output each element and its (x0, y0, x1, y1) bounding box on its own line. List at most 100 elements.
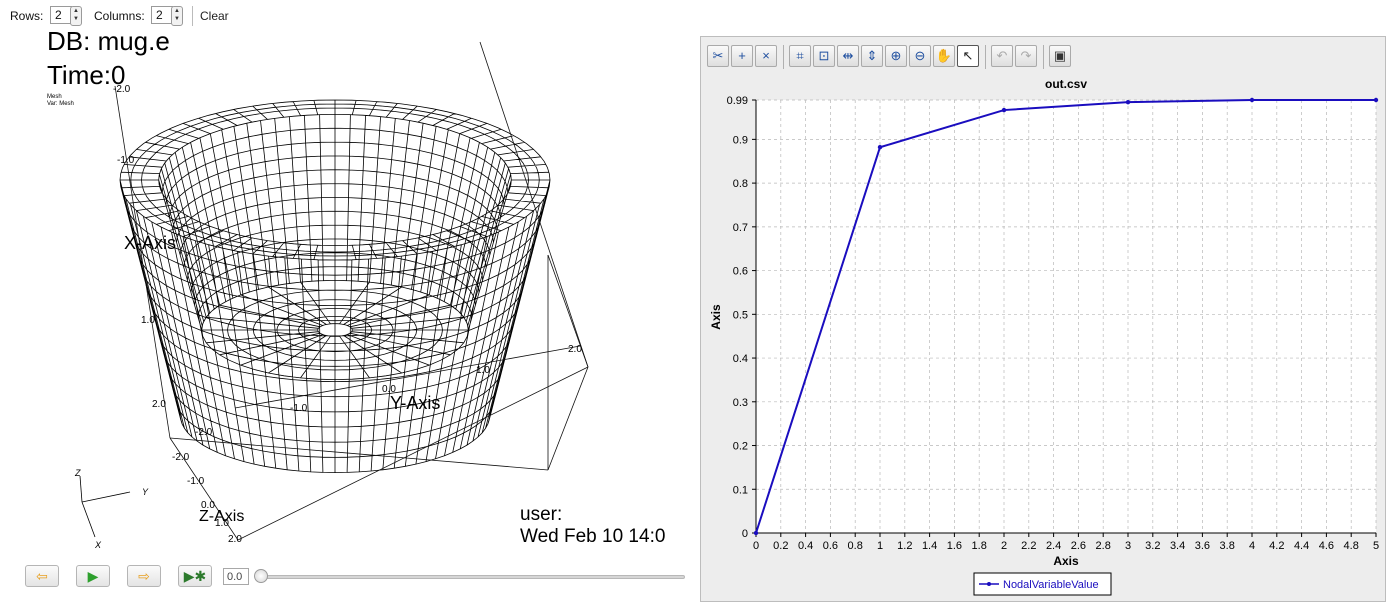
legend-mesh-label: Mesh (47, 94, 62, 100)
clear-button[interactable]: Clear (200, 9, 229, 23)
x-tick-label: 1 (877, 540, 883, 552)
x-tick-label: 2.4 (1046, 540, 1061, 552)
x-tick-label: 0.2 (773, 540, 788, 552)
data-point (1373, 97, 1379, 103)
bounding-box (114, 41, 589, 541)
x-tick-label: 4.8 (1344, 540, 1359, 552)
axis-tick-labels: -2.0 -1.0 1.0 2.0 -2.0 -1.0 0.0 1.0 2.0 … (113, 84, 582, 545)
x-tick-label: 3.8 (1220, 540, 1235, 552)
pan-hand-icon[interactable]: ✋ (933, 45, 955, 67)
legend-series-name: NodalVariableValue (1003, 579, 1099, 591)
zoom-in-icon[interactable]: ⊕ (885, 45, 907, 67)
x-tick-label: 3 (1125, 540, 1131, 552)
y-tick-label: 0 (742, 528, 748, 540)
tick-label: 1.0 (215, 518, 229, 529)
x-tick-label: 1.2 (897, 540, 912, 552)
time-title: Time:0 (47, 60, 126, 90)
time-value-field[interactable]: 0.0 (223, 568, 249, 585)
y-axis-label: Axis (709, 304, 723, 330)
x-axis-title: X-Axis (124, 233, 176, 253)
series-group (753, 97, 1379, 536)
undo-icon[interactable]: ↶ (991, 45, 1013, 67)
x-tick-label: 3.2 (1145, 540, 1160, 552)
columns-stepper-icon[interactable]: ▲ ▼ (171, 6, 183, 26)
toolbar-divider (192, 6, 193, 26)
reset-view-icon[interactable]: ⌗ (789, 45, 811, 67)
tick-label: 2.0 (228, 534, 242, 545)
rows-spinbox[interactable]: 2 ▲ ▼ (50, 6, 82, 26)
tick-label: -2.0 (195, 427, 213, 438)
y-tick-label: 0.3 (733, 397, 748, 409)
y-tick-label: 0.99 (727, 95, 748, 107)
curve-plot-window: ✂ + × ⌗ ⊡ ⇹ ⇕ ⊕ ⊖ ✋ ↖ ↶ ↷ ▣ 0 0.2 0.4 0.6 0.… (700, 36, 1386, 602)
rows-stepper-icon[interactable]: ▲ ▼ (70, 6, 82, 26)
tick-label: -1.0 (117, 155, 135, 166)
toolbar-divider (1043, 45, 1044, 69)
triad-z-label: Z (74, 468, 81, 478)
columns-spinbox[interactable]: 2 ▲ ▼ (151, 6, 183, 26)
remove-point-icon[interactable]: × (755, 45, 777, 67)
tick-label: 1.0 (141, 315, 155, 326)
x-tick-label: 2.6 (1071, 540, 1086, 552)
y-tick-label: 0.1 (733, 484, 748, 496)
data-point (753, 530, 759, 536)
time-slider-handle[interactable] (254, 569, 268, 583)
data-point (1249, 97, 1255, 103)
x-tick-label: 2.8 (1096, 540, 1111, 552)
toolbar-divider (783, 45, 784, 69)
data-point (1125, 99, 1131, 105)
date-label: Wed Feb 10 14:0 (520, 526, 665, 547)
triad-x-label: X (94, 540, 102, 550)
pointer-icon[interactable]: ↖ (957, 45, 979, 67)
user-label: user: (520, 504, 562, 525)
tick-label: -1.0 (290, 403, 308, 414)
x-tick-label: 5 (1373, 540, 1379, 552)
rows-label: Rows: (10, 9, 44, 23)
legend-var-label: Var: Mesh (47, 101, 74, 107)
zoom-box-icon[interactable]: ⊡ (813, 45, 835, 67)
tick-label: 2.0 (152, 399, 166, 410)
animation-settings-icon[interactable]: ▶✱ (178, 565, 212, 587)
add-point-icon[interactable]: + (731, 45, 753, 67)
legend-point-marker (987, 582, 991, 586)
curve-chart[interactable]: 0 0.2 0.4 0.6 0.8 1 1.2 1.4 1.6 1.8 2 2.2 2.4 2.6 2.8 3… (701, 37, 1385, 601)
y-tick-label: 0.4 (733, 353, 748, 365)
triad-y-label: Y (142, 487, 149, 497)
play-icon[interactable]: ▶ (76, 565, 110, 587)
columns-value: 2 (156, 8, 163, 22)
axes-triad (79, 475, 131, 538)
y-tick-label: 0.7 (733, 222, 748, 234)
tick-label: -1.0 (187, 476, 205, 487)
redo-icon[interactable]: ↷ (1015, 45, 1037, 67)
x-tick-label: 0.8 (848, 540, 863, 552)
time-slider-track[interactable] (260, 575, 685, 579)
step-back-icon[interactable]: ⇦ (25, 565, 59, 587)
y-axis-ticks: 0 0.1 0.2 0.3 0.4 0.5 0.6 0.7 0.8 0.9 0.99 (727, 95, 756, 540)
tick-label: -2.0 (113, 84, 131, 95)
x-tick-label: 4.2 (1269, 540, 1284, 552)
tick-label: 2.0 (568, 344, 582, 355)
x-tick-label: 2.2 (1021, 540, 1036, 552)
step-forward-icon[interactable]: ⇨ (127, 565, 161, 587)
y-tick-label: 0.2 (733, 441, 748, 453)
animation-controls: ⇦ ▶ ⇨ ▶✱ 0.0 (0, 560, 700, 600)
tick-label: 1.0 (476, 365, 490, 376)
rows-value: 2 (55, 8, 62, 22)
tick-label: 0.0 (382, 384, 396, 395)
expand-vertical-icon[interactable]: ⇕ (861, 45, 883, 67)
mesh-visualization-window[interactable]: DB: mug.e Time:0 Mesh Var: Mesh X-Axis Y… (0, 30, 700, 558)
x-tick-label: 3.6 (1195, 540, 1210, 552)
x-tick-label: 1.6 (947, 540, 962, 552)
zoom-out-icon[interactable]: ⊖ (909, 45, 931, 67)
y-axis-title: Y-Axis (390, 393, 440, 413)
plot-gridlines (756, 99, 1377, 533)
y-tick-label: 0.8 (733, 178, 748, 190)
y-tick-label: 0.5 (733, 309, 748, 321)
x-tick-label: 4.4 (1294, 540, 1309, 552)
data-point (1001, 107, 1007, 113)
y-tick-label: 0.9 (733, 134, 748, 146)
x-tick-label: 2 (1001, 540, 1007, 552)
expand-horizontal-icon[interactable]: ⇹ (837, 45, 859, 67)
print-icon[interactable]: ▣ (1049, 45, 1071, 67)
cut-icon[interactable]: ✂ (707, 45, 729, 67)
